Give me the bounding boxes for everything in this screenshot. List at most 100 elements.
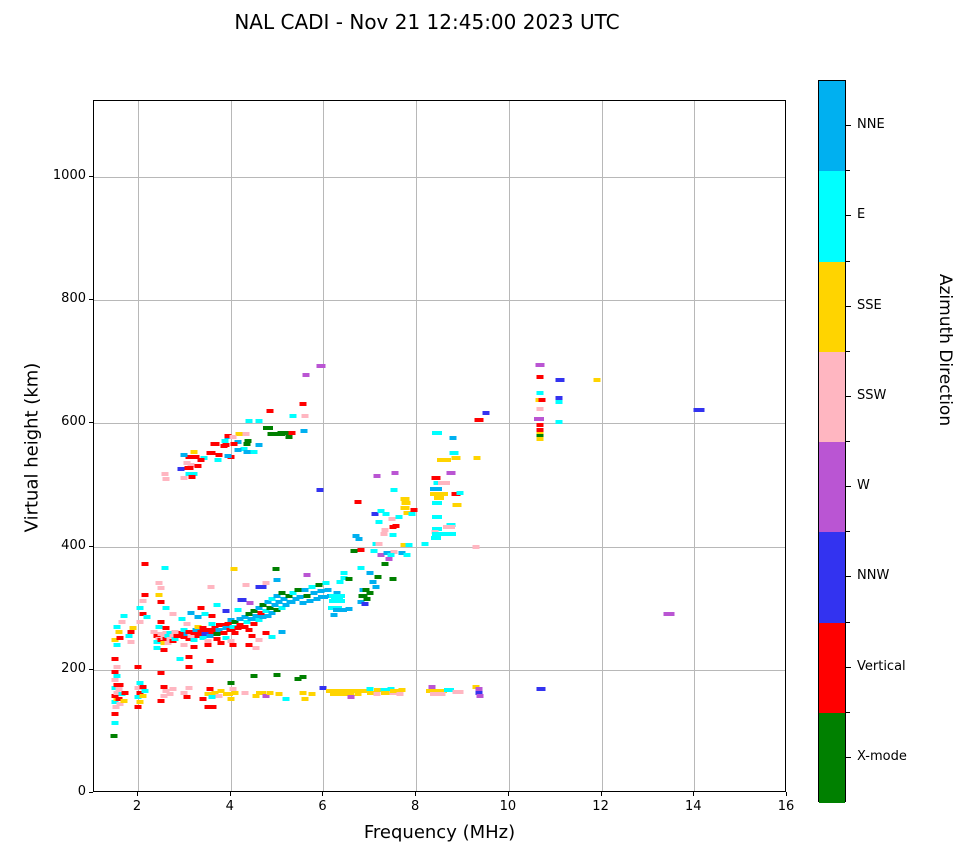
echo-point [176,656,184,661]
echo-point [208,621,216,626]
echo-point [180,452,188,457]
echo-point [262,630,269,635]
echo-point [333,590,341,595]
echo-point [536,375,544,380]
echo-point [282,430,290,435]
echo-point [268,611,276,616]
x-tick-label: 12 [592,799,609,814]
echo-point [259,615,267,620]
echo-point [389,691,397,696]
echo-point [369,580,377,585]
echo-point [178,630,186,635]
echo-point [169,687,177,692]
echo-point [190,638,198,643]
echo-point [162,689,170,694]
echo-point [164,633,172,638]
echo-point [266,408,274,413]
echo-point [134,704,142,709]
echo-point [127,640,135,645]
echo-point [403,510,411,515]
echo-point [395,514,403,519]
echo-point [197,457,205,462]
echo-point [292,596,300,601]
echo-point [403,552,411,557]
echo-point [536,391,544,396]
echo-point [255,419,263,424]
echo-point [241,624,249,629]
echo-point [204,704,212,709]
echo-point [275,692,283,697]
echo-point [139,598,147,603]
echo-point [473,456,481,461]
echo-point [111,693,119,698]
echo-point [308,584,316,589]
echo-point [194,624,202,629]
colorbar-label-X: X-mode [857,748,907,764]
echo-point [431,529,439,534]
echo-point [354,500,362,505]
echo-point [227,639,235,644]
colorbar-segment-SSE [819,261,845,352]
echo-point [262,693,269,698]
echo-point [301,413,309,418]
echo-point [155,592,163,597]
echo-point [217,689,225,694]
echo-point [436,688,447,693]
echo-point [139,685,147,689]
echo-point [449,436,457,441]
echo-point [185,664,193,669]
echo-point [255,443,263,448]
echo-point [277,430,285,435]
gridline-x-6 [323,101,325,791]
echo-point [361,601,369,606]
echo-point [161,471,169,476]
y-tick-label: 400 [61,537,86,553]
colorbar-tick [846,305,851,307]
colorbar-segment-X [819,712,845,803]
y-tick-label: 0 [77,784,86,799]
echo-point [183,460,191,465]
echo-point [157,599,165,604]
echo-point [187,633,195,638]
echo-point [173,633,181,638]
echo-point [180,476,188,481]
echo-point [141,592,149,597]
echo-point [162,636,170,641]
echo-point [366,591,374,596]
echo-point [116,683,124,688]
echo-point [162,477,170,482]
echo-point [244,439,252,444]
echo-point [211,625,219,630]
echo-point [230,442,238,447]
echo-point [301,587,309,592]
echo-point [374,575,382,580]
echo-point [215,452,223,457]
echo-point [303,573,311,578]
echo-point [187,462,195,467]
echo-point [214,457,222,462]
echo-point [211,691,219,696]
echo-point [693,407,705,412]
echo-point [162,630,170,635]
echo-point [262,581,270,586]
echo-point [373,692,381,697]
echo-point [157,670,165,675]
echo-point [331,596,344,601]
echo-point [286,599,296,604]
echo-point [185,686,193,691]
echo-point [255,690,266,695]
echo-point [207,584,215,589]
x-tick-mark [600,792,602,796]
echo-point [248,633,256,638]
echo-point [267,432,275,437]
echo-point [446,471,456,476]
echo-point [385,557,393,562]
y-tick-mark [89,545,93,547]
echo-point [318,595,329,600]
echo-point [210,442,218,447]
echo-point [366,687,374,692]
echo-point [535,363,545,368]
echo-point [111,669,119,674]
echo-point [153,640,161,645]
x-tick-label: 10 [499,799,517,814]
